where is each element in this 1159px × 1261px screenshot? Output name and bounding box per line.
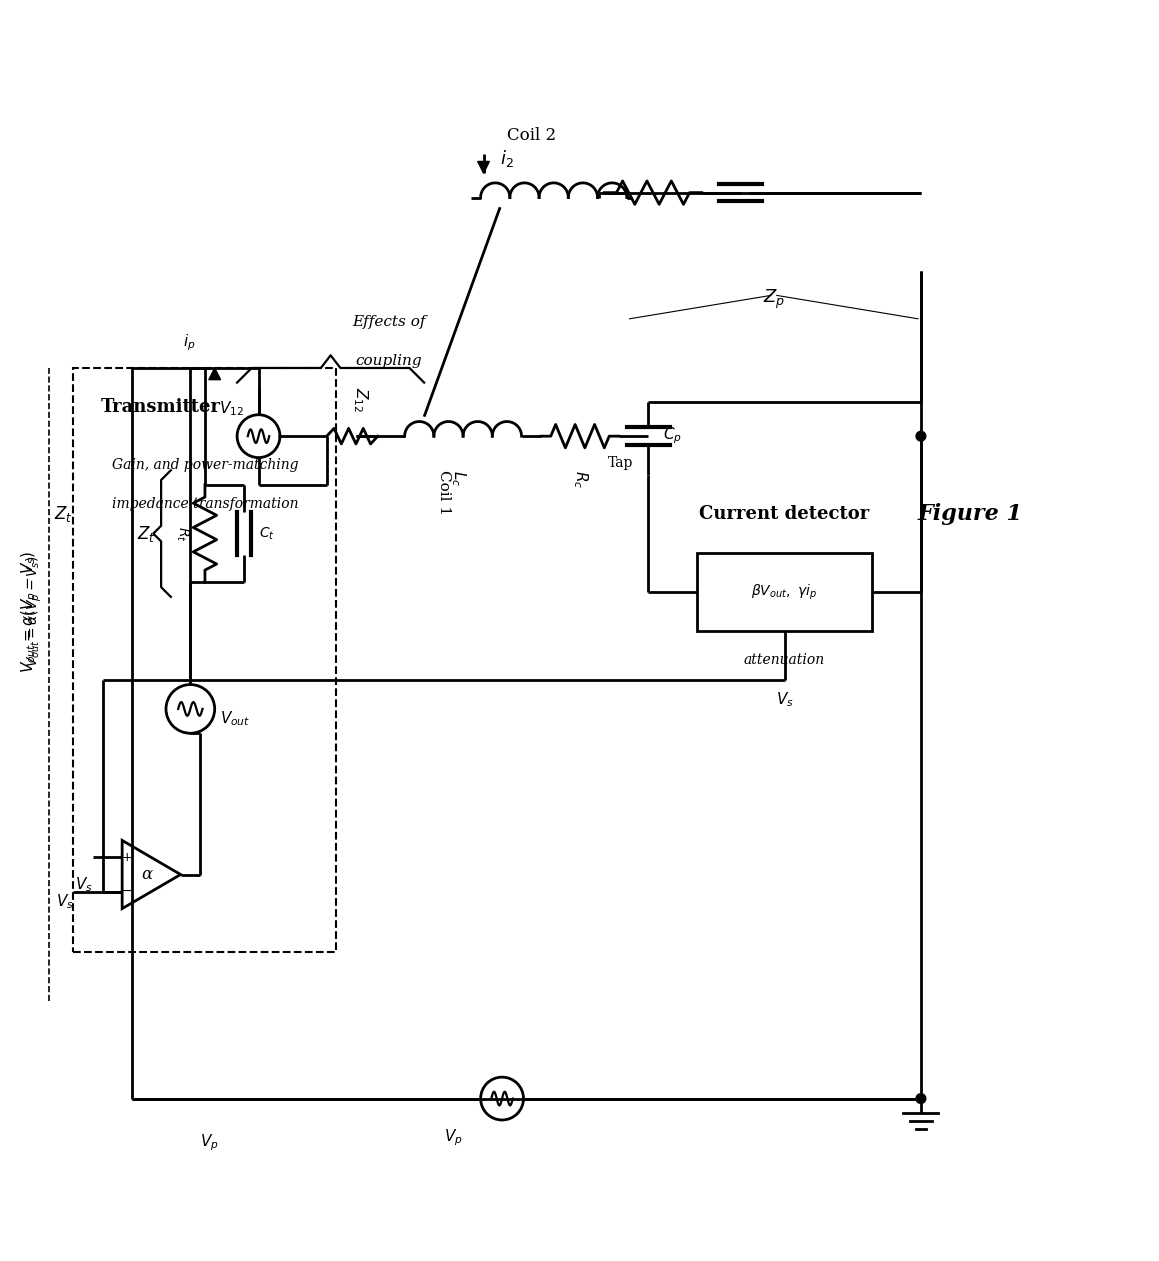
Text: Coil 1: Coil 1 [437, 470, 451, 516]
Text: $V_p$: $V_p$ [444, 1127, 462, 1149]
Text: $Z_t$: $Z_t$ [137, 523, 155, 543]
Text: +: + [122, 851, 132, 864]
Text: $V_s$: $V_s$ [775, 690, 794, 709]
Text: $\beta V_{out},\ \gamma i_p$: $\beta V_{out},\ \gamma i_p$ [751, 583, 817, 601]
Text: $Z_{12}$: $Z_{12}$ [351, 387, 370, 412]
Text: $R_c$: $R_c$ [570, 470, 589, 488]
Circle shape [916, 431, 926, 441]
Text: α: α [141, 866, 152, 883]
Text: Transmitter: Transmitter [101, 398, 221, 416]
Text: Current detector: Current detector [699, 506, 869, 523]
Text: Effects of: Effects of [352, 315, 425, 329]
Text: attenuation: attenuation [744, 653, 825, 667]
Text: $i_p$: $i_p$ [183, 333, 195, 353]
Polygon shape [209, 368, 220, 380]
Text: $L_c$: $L_c$ [449, 470, 467, 487]
Text: $V_{out}$: $V_{out}$ [219, 709, 250, 728]
Text: Figure 1: Figure 1 [917, 503, 1022, 525]
Text: Tap: Tap [608, 456, 634, 470]
Text: $V_s$: $V_s$ [56, 892, 73, 910]
Text: $Z_p$: $Z_p$ [763, 289, 785, 311]
Circle shape [916, 1093, 926, 1103]
Text: $C_t$: $C_t$ [258, 526, 275, 542]
Text: $R_t$: $R_t$ [174, 526, 190, 541]
Text: $V_{out} = \alpha(V_p - V_s)$: $V_{out} = \alpha(V_p - V_s)$ [20, 550, 41, 673]
Text: $Z_t$: $Z_t$ [54, 504, 73, 525]
Text: Coil 2: Coil 2 [506, 127, 556, 144]
Text: −: − [122, 885, 132, 898]
Text: $V_s$: $V_s$ [75, 875, 93, 894]
Text: $V_{12}$: $V_{12}$ [219, 400, 243, 419]
Text: $C_p$: $C_p$ [663, 426, 681, 446]
Text: $i_2$: $i_2$ [501, 148, 513, 169]
Text: $V_{out}=\alpha(V_p-V_s)$: $V_{out}=\alpha(V_p-V_s)$ [24, 556, 44, 667]
Text: $V_p$: $V_p$ [201, 1132, 219, 1154]
Text: coupling: coupling [356, 354, 422, 368]
Text: Gain, and power-matching: Gain, and power-matching [111, 459, 298, 473]
Polygon shape [478, 161, 489, 173]
Text: impedance transformation: impedance transformation [111, 497, 298, 512]
